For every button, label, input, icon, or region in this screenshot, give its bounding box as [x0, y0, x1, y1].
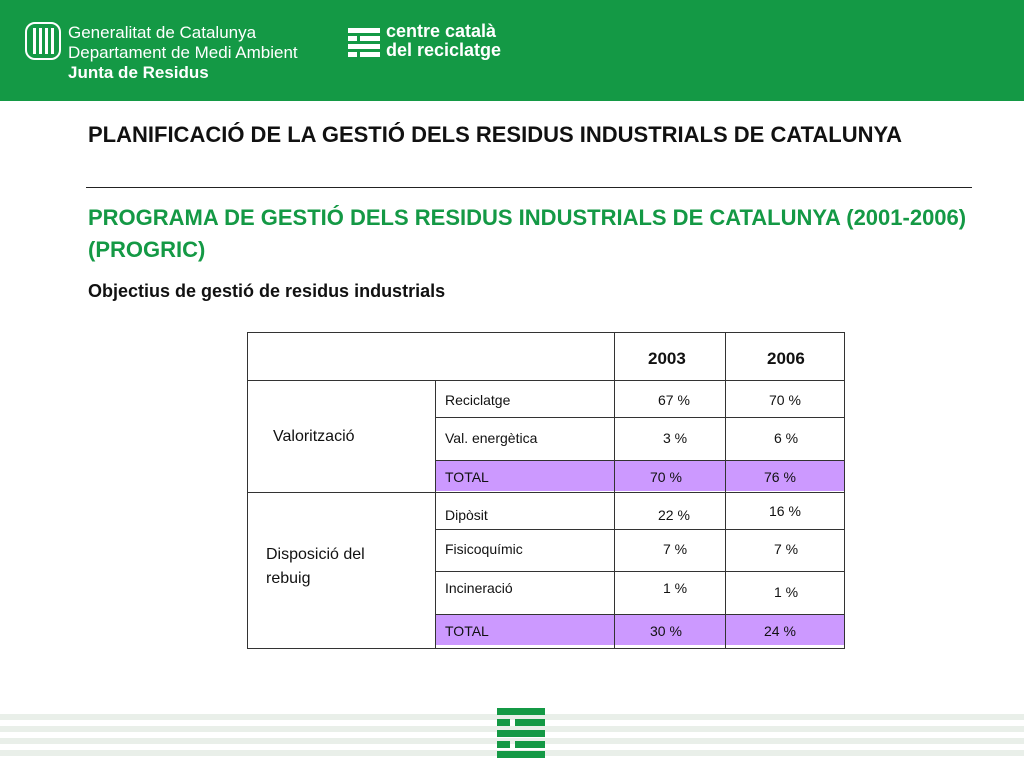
ccr-line-1: centre català [386, 21, 497, 41]
row-label-fisicoquimic: Fisicoquímic [445, 541, 523, 557]
value-diposit-2003: 22 % [658, 507, 690, 523]
gen-line-1: Generalitat de Catalunya [68, 23, 257, 42]
value-total-valoritzacio-2006: 76 % [764, 469, 796, 485]
value-total-disposicio-2003: 30 % [650, 623, 682, 639]
objectives-heading: Objectius de gestió de residus industria… [88, 281, 446, 301]
value-total-disposicio-2006: 24 % [764, 623, 796, 639]
col-line-2006 [725, 332, 726, 649]
group-label-valoritzacio: Valorització [273, 428, 355, 445]
value-total-valoritzacio-2003: 70 % [650, 469, 682, 485]
row-label-total-disposicio: TOTAL [445, 623, 489, 639]
group-label-disposicio-2: rebuig [266, 570, 311, 587]
generalitat-text: Generalitat de Catalunya Departament de … [68, 23, 298, 83]
table-border-top [247, 332, 845, 333]
value-incineracio-2003: 1 % [663, 580, 688, 596]
row-line-group [247, 492, 845, 493]
program-title: PROGRAMA DE GESTIÓ DELS RESIDUS INDUSTRI… [88, 205, 967, 262]
value-fisicoquimic-2006: 7 % [774, 541, 799, 557]
table-border-right [844, 332, 845, 649]
col-line-label [435, 380, 436, 649]
row-line-1 [435, 417, 845, 418]
row-line-4 [435, 571, 845, 572]
row-label-total-valoritzacio: TOTAL [445, 469, 489, 485]
value-incineracio-2006: 1 % [774, 584, 799, 600]
generalitat-bars-icon [25, 22, 61, 60]
total-fill-disposicio [435, 615, 845, 645]
page-title: PLANIFICACIÓ DE LA GESTIÓ DELS RESIDUS I… [88, 122, 903, 147]
row-line-5 [435, 614, 845, 615]
row-label-diposit: Dipòsit [445, 507, 488, 523]
row-line-header [247, 380, 845, 381]
ccr-text: centre català del reciclatge [386, 22, 501, 60]
header-2003: 2003 [648, 349, 686, 368]
header-band: Generalitat de Catalunya Departament de … [0, 0, 1024, 101]
ccr-stripes-icon [497, 708, 545, 758]
col-line-2003 [614, 332, 615, 649]
value-reciclatge-2006: 70 % [769, 392, 801, 408]
value-diposit-2006: 16 % [769, 503, 801, 519]
value-val-energetica-2006: 6 % [774, 430, 799, 446]
footer-stripe-2 [0, 726, 1024, 732]
title-divider [86, 187, 972, 188]
row-line-2 [435, 460, 845, 461]
group-label-disposicio-1: Disposició del [266, 546, 365, 563]
total-fill-valoritzacio [435, 461, 845, 491]
row-label-reciclatge: Reciclatge [445, 392, 511, 408]
objectives-table: 2003 2006 Valorització Disposició del re… [247, 332, 845, 649]
footer-stripe-3 [0, 738, 1024, 744]
table-border-left [247, 332, 248, 649]
ccr-stripes-icon [348, 28, 380, 57]
gen-line-2: Departament de Medi Ambient [68, 43, 298, 62]
footer-stripe-1 [0, 714, 1024, 720]
table-border-bottom [247, 648, 845, 649]
row-label-incineracio: Incineració [445, 580, 513, 596]
gen-line-3: Junta de Residus [68, 63, 209, 82]
value-fisicoquimic-2003: 7 % [663, 541, 688, 557]
value-reciclatge-2003: 67 % [658, 392, 690, 408]
header-2006: 2006 [767, 349, 805, 368]
row-line-3 [435, 529, 845, 530]
ccr-line-2: del reciclatge [386, 40, 502, 60]
row-label-val-energetica: Val. energètica [445, 430, 538, 446]
value-val-energetica-2003: 3 % [663, 430, 688, 446]
